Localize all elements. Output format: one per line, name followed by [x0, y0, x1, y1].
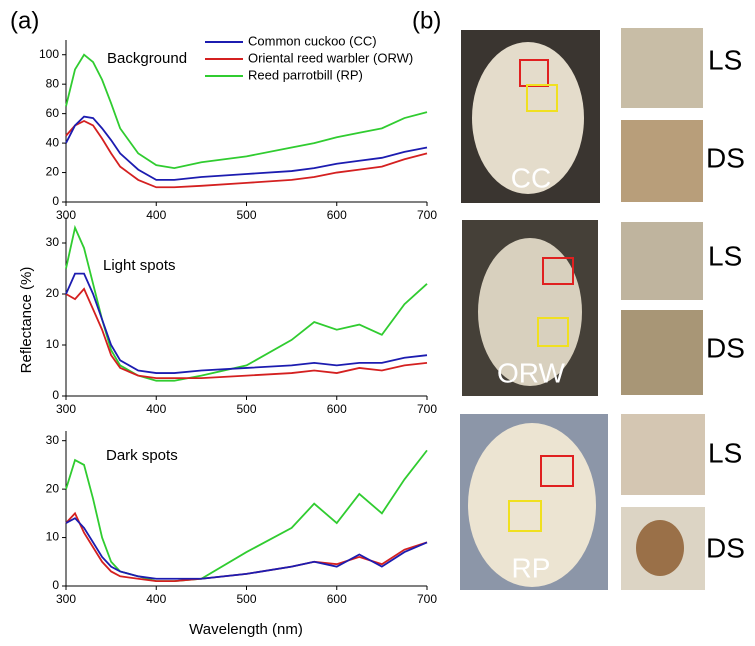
- y-tick-label: 0: [52, 578, 59, 592]
- x-tick-label: 400: [146, 402, 166, 416]
- y-tick-label: 100: [39, 47, 59, 61]
- zoom-label: LS: [708, 240, 742, 271]
- spot: [636, 520, 684, 576]
- chart-title: Dark spots: [106, 447, 178, 464]
- x-tick-label: 600: [327, 592, 347, 606]
- egg-label: ORW: [497, 357, 565, 388]
- panel-label: (a): [10, 7, 39, 34]
- y-tick-label: 10: [46, 337, 60, 351]
- egg-label: CC: [511, 162, 551, 193]
- x-tick-label: 500: [236, 208, 256, 222]
- zoom: [621, 414, 705, 495]
- legend-label: Common cuckoo (CC): [248, 33, 377, 48]
- zoom-label: LS: [708, 44, 742, 75]
- zoom-label: DS: [706, 332, 745, 363]
- x-tick-label: 600: [327, 402, 347, 416]
- y-axis-label: Reflectance (%): [18, 267, 35, 374]
- x-tick-label: 300: [56, 592, 76, 606]
- y-tick-label: 0: [52, 194, 59, 208]
- y-tick-label: 30: [46, 235, 60, 249]
- x-tick-label: 500: [236, 592, 256, 606]
- legend-label: Oriental reed warbler (ORW): [248, 50, 413, 65]
- y-tick-label: 40: [46, 135, 60, 149]
- x-tick-label: 400: [146, 208, 166, 222]
- x-tick-label: 700: [417, 402, 437, 416]
- chart-title: Background: [107, 50, 187, 67]
- x-tick-label: 300: [56, 402, 76, 416]
- x-axis-label: Wavelength (nm): [189, 621, 303, 638]
- zoom: [621, 310, 703, 395]
- zoom-label: DS: [706, 142, 745, 173]
- series-line: [66, 55, 427, 168]
- zoom: [621, 120, 703, 202]
- y-tick-label: 20: [46, 481, 60, 495]
- y-tick-label: 10: [46, 530, 60, 544]
- legend-label: Reed parrotbill (RP): [248, 67, 363, 82]
- series-line: [66, 228, 427, 381]
- zoom: [621, 28, 703, 108]
- x-tick-label: 700: [417, 592, 437, 606]
- egg-photos: [460, 28, 705, 590]
- figure: (a) (b) Reflectance (%) Wavelength (nm) …: [0, 0, 755, 646]
- y-tick-label: 0: [52, 388, 59, 402]
- zoom: [621, 222, 703, 300]
- y-tick-label: 60: [46, 106, 60, 120]
- y-tick-label: 20: [46, 165, 60, 179]
- panel-label: (b): [412, 7, 441, 34]
- x-tick-label: 700: [417, 208, 437, 222]
- series-line: [66, 274, 427, 373]
- x-tick-label: 500: [236, 402, 256, 416]
- zoom-label: LS: [708, 437, 742, 468]
- series-line: [66, 518, 427, 579]
- x-tick-label: 400: [146, 592, 166, 606]
- y-tick-label: 20: [46, 286, 60, 300]
- chart-title: Light spots: [103, 257, 176, 274]
- y-tick-label: 30: [46, 433, 60, 447]
- x-tick-label: 600: [327, 208, 347, 222]
- y-tick-label: 80: [46, 76, 60, 90]
- egg-label: RP: [512, 552, 551, 583]
- zoom-label: DS: [706, 532, 745, 563]
